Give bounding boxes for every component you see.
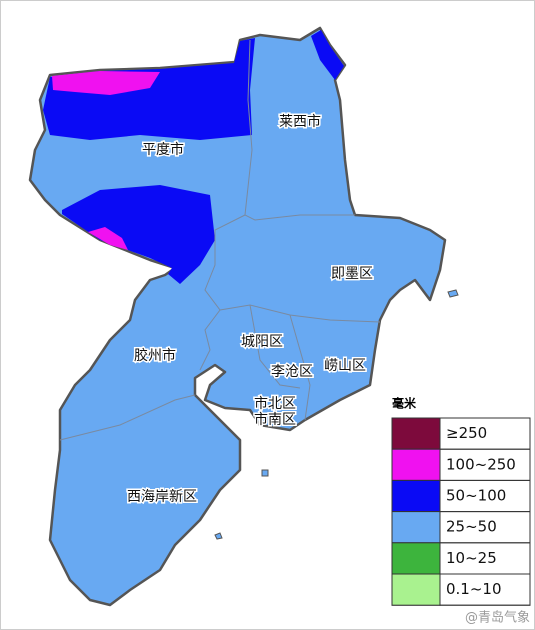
region-label: 莱西市	[279, 113, 321, 130]
legend-swatch	[391, 511, 441, 544]
region-label: 即墨区	[331, 266, 373, 282]
legend-swatch	[391, 479, 441, 513]
region-base	[28, 26, 447, 607]
legend: ≥250 100~250 50~100 25~50 10~25 0.1~10	[391, 417, 531, 606]
region-label: 西海岸新区	[127, 489, 197, 505]
rain-100-250	[52, 71, 160, 95]
region-label: 市北区	[254, 395, 296, 412]
rain-50-100	[43, 38, 255, 140]
region-label: 城阳区	[241, 334, 283, 350]
rain-50-100	[311, 30, 344, 80]
legend-title: 毫米	[392, 396, 417, 411]
land	[28, 26, 459, 607]
region-label: 胶州市	[134, 347, 176, 364]
legend-swatch	[391, 573, 441, 606]
island	[214, 289, 459, 540]
legend-label: 10~25	[446, 549, 497, 567]
rain-50-100	[62, 185, 215, 284]
boundary	[59, 304, 311, 441]
region-label: 市南区	[254, 411, 296, 428]
legend-swatch	[391, 448, 441, 481]
region-label: 崂山区	[324, 358, 366, 374]
legend-cell	[439, 573, 531, 606]
legend-swatch	[391, 542, 441, 575]
legend-swatch	[391, 417, 441, 450]
rain-100-250	[88, 227, 128, 250]
legend-label: 100~250	[446, 455, 516, 473]
legend-label: 25~50	[446, 518, 497, 536]
legend-label: ≥250	[446, 424, 487, 442]
region-label: 平度市	[142, 141, 184, 158]
legend-label: 50~100	[446, 487, 506, 505]
watermark: @青岛气象	[465, 610, 530, 626]
region-label: 李沧区	[271, 363, 313, 380]
legend-label: 0.1~10	[446, 580, 502, 598]
